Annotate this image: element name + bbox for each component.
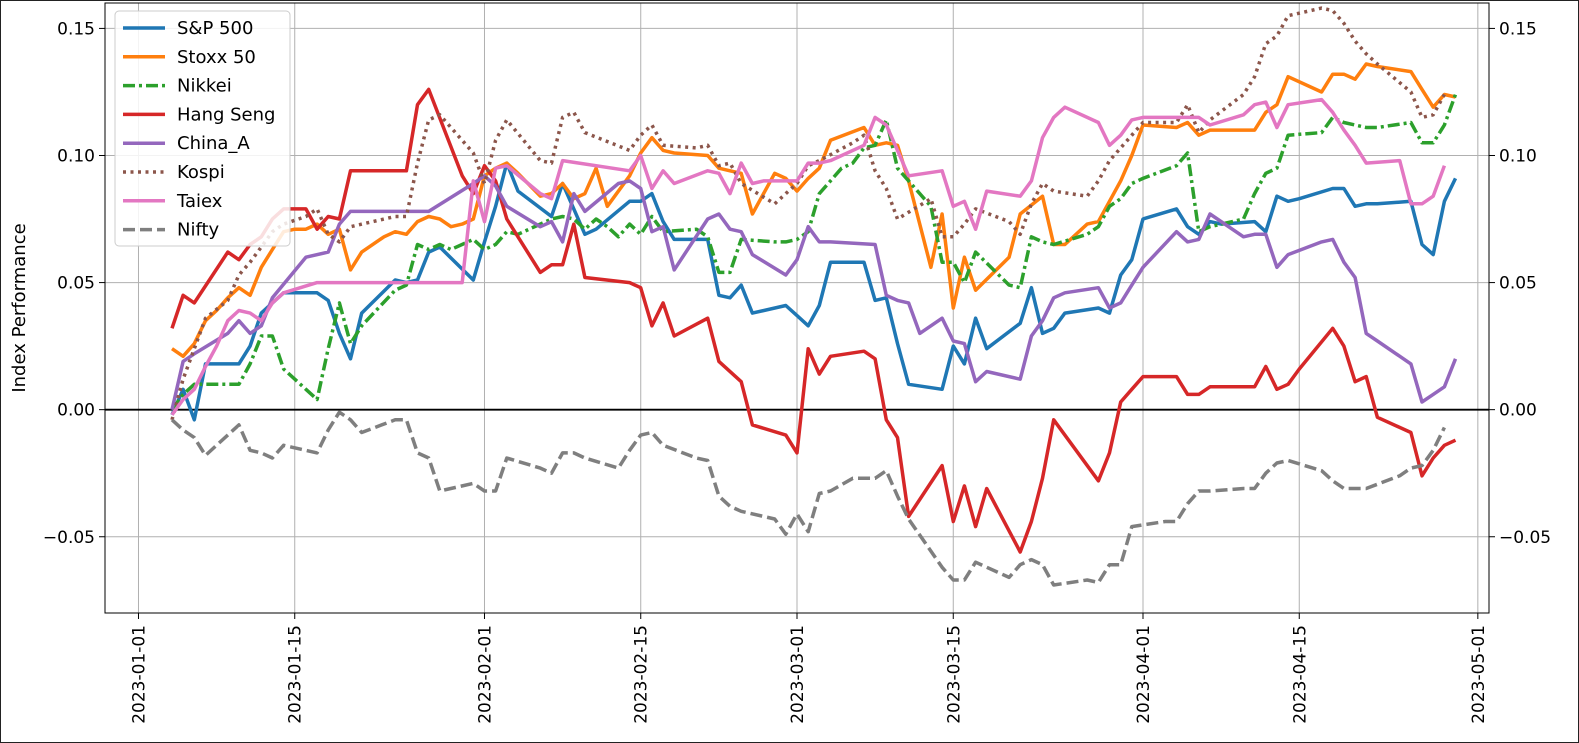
y-axis-right: 0.15 0.10 0.05 0.00 −0.05 <box>1489 19 1551 548</box>
legend-box <box>114 10 291 247</box>
x-tick-label: 2023-03-15 <box>944 625 964 724</box>
x-tick-label: 2023-05-01 <box>1469 625 1489 724</box>
legend-label: Nifty <box>177 220 220 241</box>
y-tick-label-right: −0.05 <box>1499 528 1551 548</box>
x-tick-label: 2023-02-15 <box>632 625 652 724</box>
legend-label: Stoxx 50 <box>177 47 256 68</box>
legend-label: Hang Seng <box>177 104 275 125</box>
y-tick-label-right: 0.15 <box>1499 19 1537 39</box>
x-tick-label: 2023-01-15 <box>286 625 306 724</box>
series-line-s-p-500 <box>170 161 1458 422</box>
x-tick-label: 2023-03-01 <box>788 625 808 724</box>
legend-label: Kospi <box>177 162 225 183</box>
y-tick-label-right: 0.10 <box>1499 147 1537 167</box>
y-tick-label-right: 0.05 <box>1499 274 1537 294</box>
y-axis-label: Index Performance <box>9 223 30 392</box>
legend: S&P 500 Stoxx 50 Nikkei Hang Seng China_A Kos… <box>114 10 291 247</box>
series-line-stoxx-50 <box>171 62 1456 359</box>
x-tick-label: 2023-04-15 <box>1290 625 1310 724</box>
y-tick-label-left: 0.15 <box>57 19 95 39</box>
series-line-nifty <box>170 410 1446 587</box>
y-tick-label-left: 0.05 <box>57 274 95 294</box>
legend-label: Nikkei <box>177 76 232 97</box>
y-tick-label-right: 0.00 <box>1499 401 1537 421</box>
series-line-kospi <box>170 6 1446 421</box>
series-line-nikkei <box>170 93 1458 411</box>
y-tick-label-left: −0.05 <box>43 528 95 548</box>
legend-label: China_A <box>177 133 250 154</box>
series-line-hang-seng <box>170 87 1457 554</box>
x-tick-label: 2023-01-01 <box>129 625 149 724</box>
legend-label: S&P 500 <box>177 18 253 39</box>
series-line-china-a <box>170 174 1458 411</box>
x-axis: 2023-01-01 2023-01-15 2023-02-01 2023-02-15… <box>129 613 1489 724</box>
y-tick-label-left: 0.00 <box>57 401 95 421</box>
series-line-taiex <box>170 97 1447 416</box>
series-layer <box>170 6 1458 587</box>
y-axis-left: 0.15 0.10 0.05 0.00 −0.05 <box>43 19 105 548</box>
legend-label: Taiex <box>176 191 223 212</box>
x-tick-label: 2023-02-01 <box>475 625 495 724</box>
x-tick-label: 2023-04-01 <box>1134 625 1154 724</box>
y-tick-label-left: 0.10 <box>57 147 95 167</box>
